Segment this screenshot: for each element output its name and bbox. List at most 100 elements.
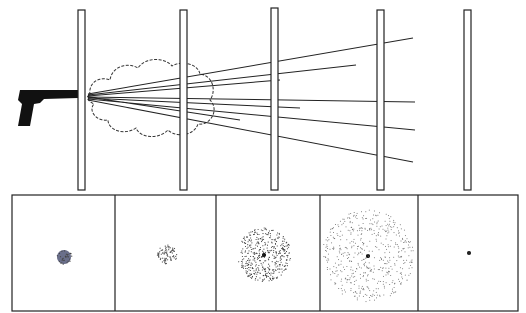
pellet-trajectories — [88, 38, 415, 162]
pellet-hole — [372, 294, 373, 295]
pellet-hole — [394, 287, 395, 288]
pellet-hole — [167, 259, 168, 260]
pellet-hole — [385, 246, 386, 247]
pellet-hole — [351, 246, 352, 247]
pellet-hole — [383, 295, 384, 296]
pellet-hole — [364, 265, 365, 266]
pellet-hole — [357, 230, 358, 231]
pellet-hole — [250, 241, 251, 242]
pellet-hole — [255, 265, 256, 266]
pellet-hole — [274, 256, 275, 257]
pellet-hole — [288, 247, 289, 248]
pellet-hole — [369, 228, 370, 229]
pellet-hole — [374, 295, 375, 296]
pellet-hole — [281, 275, 282, 276]
pellet-hole — [354, 281, 355, 282]
pellet-hole — [394, 232, 395, 233]
pellet-hole — [161, 250, 162, 251]
pellet-hole — [354, 296, 355, 297]
pellet-hole — [334, 273, 335, 274]
pellet-hole — [284, 250, 285, 251]
pellet-hole — [276, 266, 277, 267]
pellet-hole — [270, 235, 271, 236]
pellet-hole — [268, 264, 269, 265]
pellet-hole — [323, 244, 324, 245]
pellet-hole — [250, 267, 251, 268]
pellet-hole — [277, 245, 278, 246]
pellet-hole — [345, 247, 346, 248]
pellet-hole — [251, 251, 252, 252]
pellet-hole — [267, 273, 268, 274]
pellet-hole — [374, 266, 375, 267]
pellet-hole — [265, 269, 266, 270]
pellet-hole — [339, 252, 340, 253]
pellet-hole — [370, 295, 371, 296]
post — [180, 10, 187, 190]
pellet-hole — [280, 258, 281, 259]
pellet-hole — [258, 239, 259, 240]
pellet-hole — [395, 242, 396, 243]
pellet-hole — [268, 272, 269, 273]
pellet-hole — [337, 270, 338, 271]
pellet-hole — [358, 246, 359, 247]
pellet-hole — [337, 235, 338, 236]
pellet-hole — [250, 265, 251, 266]
pellet-hole — [344, 290, 345, 291]
pellet-hole — [383, 229, 384, 230]
pellet-hole — [242, 261, 243, 262]
pellet-hole — [349, 279, 350, 280]
pellet-hole — [281, 248, 282, 249]
pellet-hole — [330, 235, 331, 236]
pellet-hole — [393, 220, 394, 221]
pellet-hole — [258, 242, 259, 243]
pellet-hole — [281, 259, 282, 260]
pellet-hole — [359, 293, 360, 294]
pellet-hole — [275, 262, 276, 263]
pellet-hole — [168, 246, 169, 247]
pellet-hole — [365, 262, 366, 263]
pellet-hole — [162, 253, 163, 254]
pellet-hole — [383, 260, 384, 261]
pellet-hole — [342, 285, 343, 286]
pellet-hole — [386, 275, 387, 276]
pellet-hole — [264, 257, 265, 258]
pellet-hole — [390, 216, 391, 217]
pellet-hole — [391, 240, 392, 241]
pellet-hole — [405, 275, 406, 276]
pellet-hole — [258, 229, 259, 230]
pellet-hole — [348, 230, 349, 231]
pellet-hole — [255, 278, 256, 279]
pellet-hole — [387, 224, 388, 225]
pellet-hole — [350, 290, 351, 291]
pellet-hole — [262, 269, 263, 270]
pellet-hole — [369, 230, 370, 231]
pellet-hole — [333, 247, 334, 248]
pellet-hole — [374, 211, 375, 212]
pellet-hole — [251, 274, 252, 275]
pellet-hole — [404, 230, 405, 231]
pellet-hole — [350, 277, 351, 278]
pellet-hole — [247, 271, 248, 272]
pellet-hole — [358, 263, 359, 264]
pellet-hole — [332, 228, 333, 229]
pellet-hole — [272, 261, 273, 262]
pellet-hole — [364, 263, 365, 264]
pellet-hole — [337, 256, 338, 257]
pellet-hole — [166, 253, 167, 254]
pellet-hole — [164, 253, 165, 254]
pellet-hole — [401, 277, 402, 278]
pellet-hole — [286, 269, 287, 270]
pellet-hole — [341, 254, 342, 255]
pellet-hole — [249, 273, 250, 274]
pellet-hole — [277, 261, 278, 262]
pellet-hole — [384, 286, 385, 287]
pellet-hole — [394, 247, 395, 248]
pellet-hole — [408, 255, 409, 256]
pellet-hole — [372, 278, 373, 279]
pellet-hole — [386, 239, 387, 240]
pellet-hole — [260, 238, 261, 239]
pellet-hole — [376, 241, 377, 242]
pellet-hole — [359, 288, 360, 289]
pellet-hole — [376, 247, 377, 248]
pellet-hole — [280, 250, 281, 251]
